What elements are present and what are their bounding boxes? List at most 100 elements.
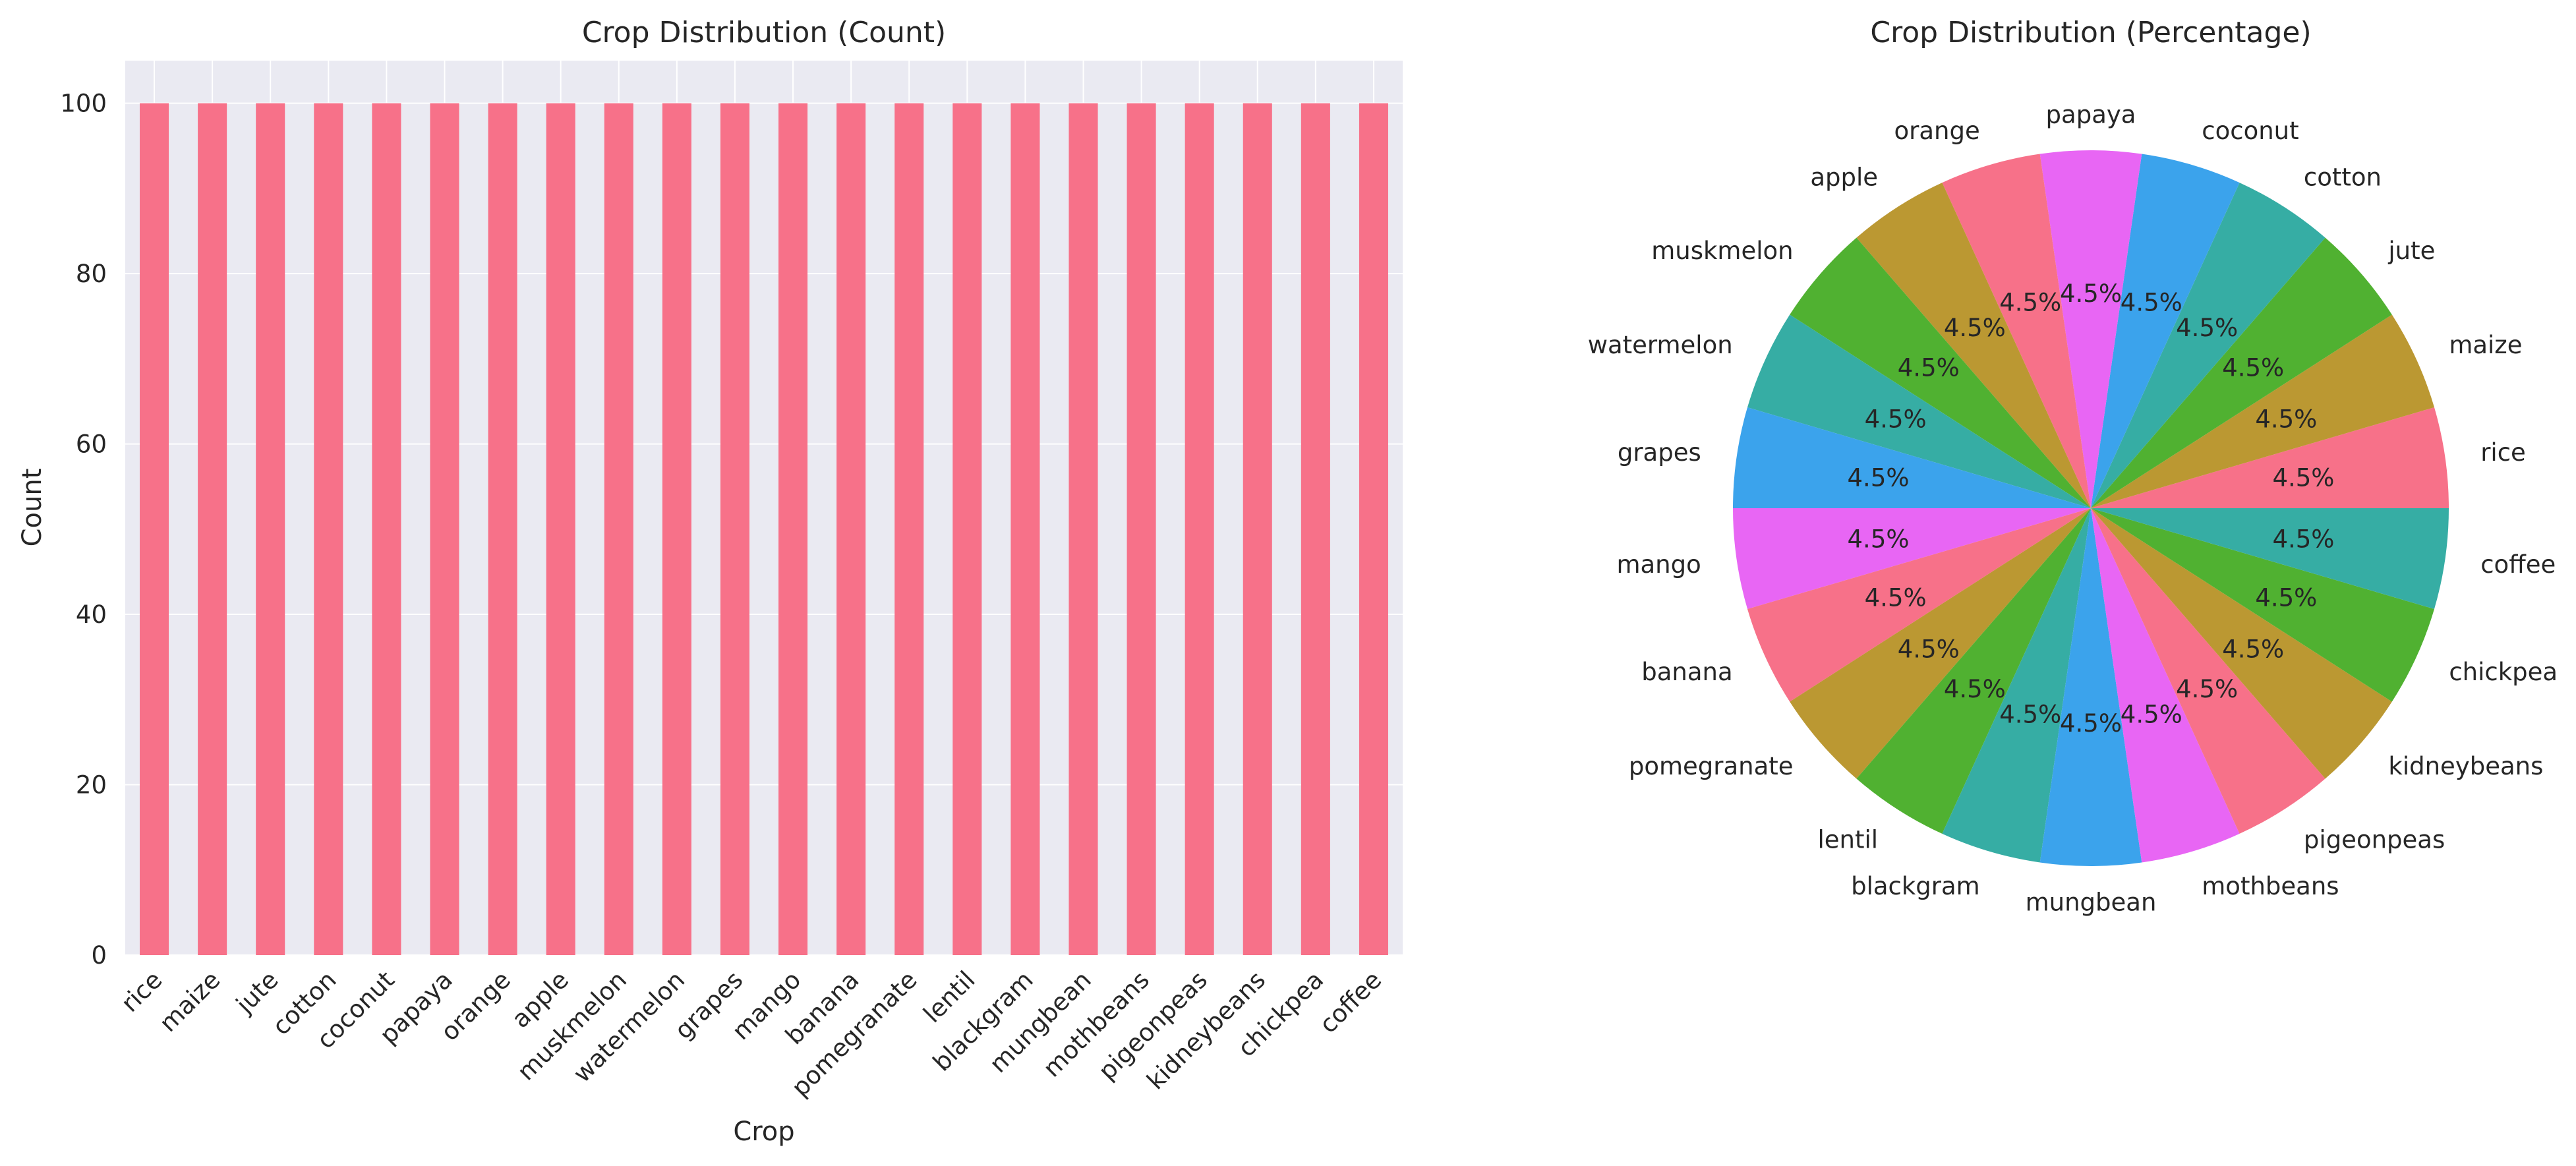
bar-y-axis-label: Count [17, 469, 47, 547]
pie-percent-label: 4.5% [1865, 405, 1927, 434]
pie-category-label: coconut [2202, 117, 2298, 145]
pie-slice-banana [1747, 508, 2091, 702]
pie-category-label: cotton [2304, 163, 2382, 192]
bar-y-tick-label: 60 [76, 430, 107, 459]
pie-slice-mothbeans [2091, 508, 2240, 863]
bar-series [140, 103, 1388, 956]
pie-percent-label: 4.5% [1848, 464, 1910, 492]
pie-category-label: pomegranate [1629, 752, 1794, 780]
pie-slice-grapes [1733, 407, 2091, 508]
bar-x-axis-label: Crop [733, 1117, 794, 1147]
pie-percent-label: 4.5% [1999, 288, 2061, 316]
pie-percent-label: 4.5% [2222, 354, 2284, 382]
pie-slice-muskmelon [1790, 237, 2091, 508]
pie-slice-blackgram [1942, 508, 2091, 863]
pie-slice-mango [1733, 508, 2091, 609]
pie-percent-label: 4.5% [1944, 314, 2006, 342]
bar-y-tick-label: 20 [76, 771, 107, 800]
pie-category-label: apple [1810, 163, 1878, 192]
pie-percent-label: 4.5% [2272, 525, 2334, 553]
pie-slice-coffee [2091, 508, 2449, 609]
pie-slice-chickpea [2091, 508, 2435, 702]
pie-category-label: watermelon [1588, 331, 1733, 359]
bar-apple [546, 103, 575, 956]
pie-category-label: pigeonpeas [2304, 825, 2445, 854]
bar-mothbeans [1127, 103, 1156, 956]
bar-x-tick-label: coffee [1314, 966, 1387, 1039]
pie-percent-label: 4.5% [2255, 583, 2317, 612]
bar-banana [836, 103, 866, 956]
pie-percent-label: 4.5% [1898, 635, 1960, 663]
pie-category-label: mungbean [2026, 888, 2157, 916]
pie-slice-lentil [1856, 508, 2091, 834]
pie-percent-label: 4.5% [1999, 701, 2061, 729]
pie-percent-label: 4.5% [1944, 675, 2006, 703]
pie-category-label: chickpea [2449, 658, 2558, 686]
pie-slice-maize [2091, 314, 2435, 508]
pie-percent-labels: 4.5%4.5%4.5%4.5%4.5%4.5%4.5%4.5%4.5%4.5%… [1848, 279, 2335, 738]
bar-coffee [1359, 103, 1388, 956]
pie-category-label: mango [1616, 550, 1701, 579]
bar-chickpea [1301, 103, 1330, 956]
bar-pomegranate [894, 103, 924, 956]
bar-coconut [372, 103, 401, 956]
pie-slice-pigeonpeas [2091, 508, 2326, 834]
pie-slice-cotton [2091, 183, 2326, 508]
pie-percent-label: 4.5% [2176, 314, 2238, 342]
bar-orange [488, 103, 517, 956]
bar-y-tick-labels: 0 20 40 60 80 100 [60, 90, 107, 970]
pie-percent-label: 4.5% [2060, 709, 2122, 738]
pie-category-label: jute [2387, 237, 2435, 265]
pie-percent-label: 4.5% [2255, 405, 2317, 434]
pie-percent-label: 4.5% [1848, 525, 1910, 553]
bar-maize [198, 103, 227, 956]
pie-category-label: kidneybeans [2388, 752, 2543, 780]
pie-category-label: maize [2449, 331, 2522, 359]
pie-category-label: papaya [2046, 101, 2136, 129]
pie-category-label: muskmelon [1651, 237, 1793, 265]
pie-percent-label: 4.5% [1898, 354, 1960, 382]
pie-slice-kidneybeans [2091, 508, 2392, 779]
bar-kidneybeans [1243, 103, 1272, 956]
bar-watermelon [662, 103, 691, 956]
bar-blackgram [1010, 103, 1040, 956]
pie-percent-label: 4.5% [2060, 279, 2122, 308]
pie-percent-label: 4.5% [2176, 675, 2238, 703]
pie-percent-label: 4.5% [2121, 701, 2182, 729]
pie-category-label: mothbeans [2202, 872, 2339, 900]
pie-slices [1733, 150, 2449, 867]
pie-percent-label: 4.5% [2222, 635, 2284, 663]
bar-x-tick-label: rice [115, 966, 167, 1018]
pie-slice-pomegranate [1790, 508, 2091, 779]
pie-category-label: lentil [1818, 825, 1879, 854]
pie-slice-watermelon [1747, 314, 2091, 508]
bar-x-tick-label: maize [154, 966, 225, 1037]
bar-cotton [314, 103, 343, 956]
bar-y-tick-label: 80 [76, 260, 107, 288]
pie-slice-apple [1856, 183, 2091, 508]
pie-slice-jute [2091, 237, 2392, 508]
bar-y-tick-label: 40 [76, 600, 107, 629]
pie-category-label: banana [1641, 658, 1732, 686]
pie-percent-label: 4.5% [2121, 288, 2182, 316]
pie-chart-title: Crop Distribution (Percentage) [1870, 16, 2311, 49]
bar-pigeonpeas [1185, 103, 1214, 956]
pie-percent-label: 4.5% [1865, 583, 1927, 612]
bar-jute [256, 103, 285, 956]
bar-rice [140, 103, 169, 956]
pie-slice-rice [2091, 407, 2449, 508]
pie-category-label: rice [2480, 438, 2526, 467]
pie-slice-orange [1942, 154, 2091, 508]
pie-category-label: grapes [1618, 438, 1701, 467]
bar-mungbean [1068, 103, 1098, 956]
pie-category-label: coffee [2480, 550, 2556, 579]
bar-grapes [720, 103, 749, 956]
bar-chart-title: Crop Distribution (Count) [582, 16, 946, 49]
bar-y-tick-label: 100 [60, 90, 107, 118]
pie-slice-papaya [2039, 150, 2142, 508]
bar-papaya [430, 103, 459, 956]
